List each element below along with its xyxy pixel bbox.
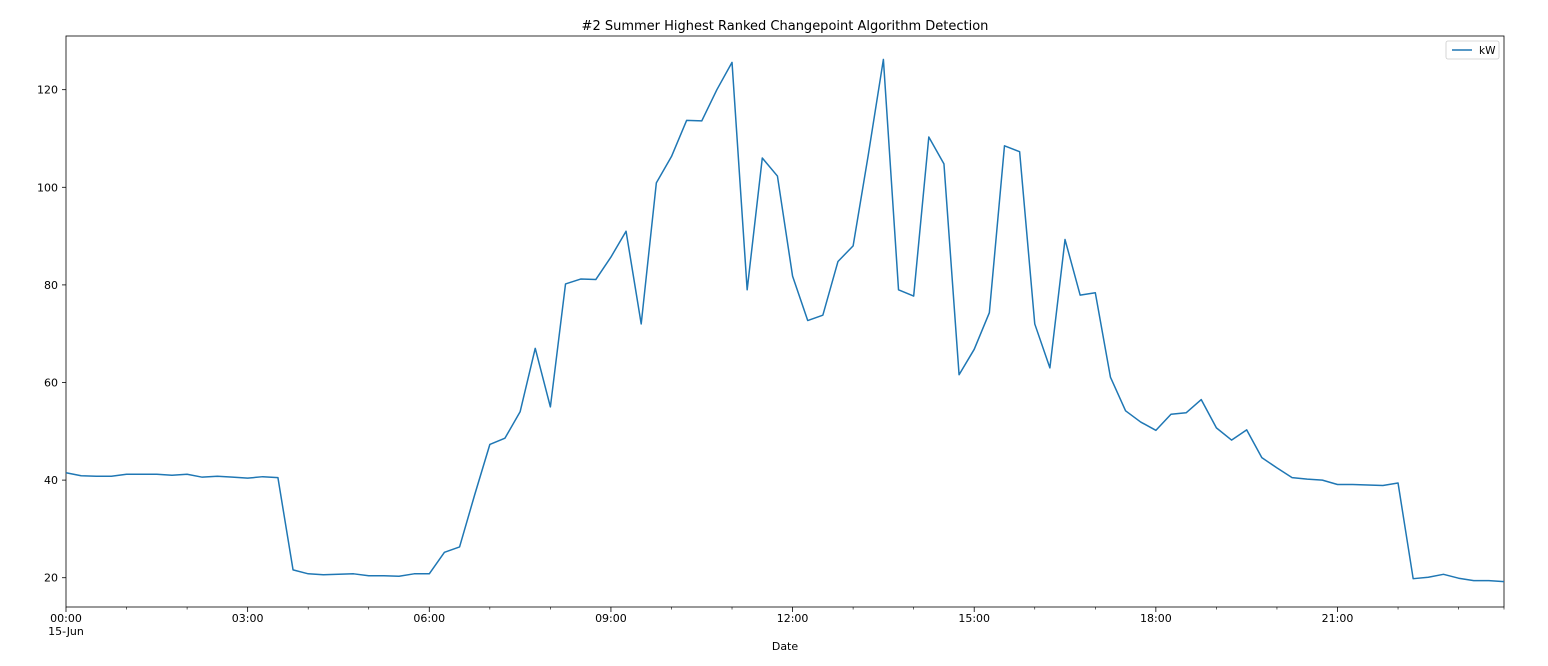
- x-tick-label: 18:00: [1140, 612, 1172, 625]
- y-tick-label: 100: [37, 181, 58, 194]
- plot-frame: [65, 35, 1505, 608]
- y-tick-label: 120: [37, 84, 58, 97]
- legend-label-kw: kW: [1479, 45, 1496, 57]
- x-tick-label: 21:00: [1322, 612, 1354, 625]
- x-tick-label: 00:00: [50, 612, 82, 625]
- legend-box: [1445, 40, 1500, 60]
- y-tick-label: 60: [44, 377, 58, 390]
- x-axis-label: Date: [772, 640, 799, 653]
- y-tick-label: 80: [44, 279, 58, 292]
- series-line-kw: [65, 58, 1505, 583]
- x-tick-label: 15:00: [958, 612, 990, 625]
- x-tick-label: 09:00: [595, 612, 627, 625]
- y-tick-label: 40: [44, 474, 58, 487]
- x-tick-label: 12:00: [777, 612, 809, 625]
- x-tick-label: 06:00: [413, 612, 445, 625]
- chart-title: #2 Summer Highest Ranked Changepoint Alg…: [582, 19, 989, 34]
- y-tick-label: 20: [44, 572, 58, 585]
- x-tick-label: 03:00: [232, 612, 264, 625]
- x-tick-date-label: 15-Jun: [48, 625, 84, 638]
